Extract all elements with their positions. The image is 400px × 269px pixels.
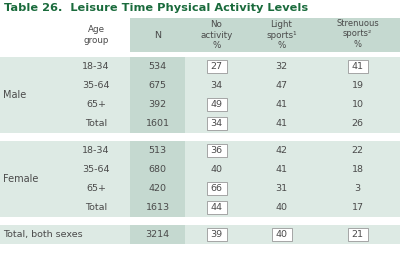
Bar [130, 141, 185, 217]
Text: N: N [154, 30, 161, 40]
Bar [0, 133, 400, 141]
Text: 66: 66 [210, 184, 222, 193]
Bar [315, 141, 400, 217]
Text: 34: 34 [210, 81, 222, 90]
Bar [206, 182, 226, 195]
Bar [0, 57, 130, 133]
Bar [185, 141, 248, 217]
Text: 1601: 1601 [146, 119, 170, 128]
Text: 49: 49 [210, 100, 222, 109]
Bar [206, 201, 226, 214]
Text: 36: 36 [210, 146, 222, 155]
Text: 10: 10 [352, 100, 364, 109]
Text: 513: 513 [148, 146, 166, 155]
Text: 35-64: 35-64 [82, 165, 110, 174]
Text: 31: 31 [276, 184, 288, 193]
Text: Male: Male [3, 90, 26, 100]
Text: Strenuous
sports²
%: Strenuous sports² % [336, 19, 379, 48]
Text: Age
group: Age group [83, 26, 109, 45]
Text: 42: 42 [276, 146, 288, 155]
Text: 65+: 65+ [86, 100, 106, 109]
Text: 1613: 1613 [146, 203, 170, 212]
Text: Light
sports¹
%: Light sports¹ % [266, 20, 297, 49]
Bar [0, 141, 130, 217]
Text: 26: 26 [352, 119, 364, 128]
Bar [185, 57, 248, 133]
Text: 18: 18 [352, 165, 364, 174]
Bar [130, 18, 400, 52]
Text: 675: 675 [148, 81, 166, 90]
Text: 40: 40 [210, 165, 222, 174]
Text: 18-34: 18-34 [82, 146, 110, 155]
Bar [0, 217, 400, 225]
Text: 27: 27 [210, 62, 222, 71]
Bar [272, 228, 292, 241]
Text: Total, both sexes: Total, both sexes [3, 230, 83, 239]
Text: No
activity
%: No activity % [200, 20, 233, 49]
Text: 65+: 65+ [86, 184, 106, 193]
Text: Total: Total [85, 119, 107, 128]
Bar [348, 228, 368, 241]
Text: 32: 32 [276, 62, 288, 71]
Text: 41: 41 [352, 62, 364, 71]
Bar [0, 225, 130, 244]
Text: 18-34: 18-34 [82, 62, 110, 71]
Text: 44: 44 [210, 203, 222, 212]
Text: 41: 41 [276, 165, 288, 174]
Bar [185, 225, 400, 244]
Text: 47: 47 [276, 81, 288, 90]
Text: 40: 40 [276, 230, 288, 239]
Text: 3: 3 [354, 184, 360, 193]
Bar [348, 60, 368, 73]
Text: 41: 41 [276, 119, 288, 128]
Text: 17: 17 [352, 203, 364, 212]
Text: 35-64: 35-64 [82, 81, 110, 90]
Bar [0, 18, 130, 52]
Bar [206, 144, 226, 157]
Text: 680: 680 [148, 165, 166, 174]
Text: 534: 534 [148, 62, 166, 71]
Text: 41: 41 [276, 100, 288, 109]
Text: Female: Female [3, 174, 38, 184]
Text: 22: 22 [352, 146, 364, 155]
Bar [248, 57, 315, 133]
Bar [130, 225, 185, 244]
Bar [206, 117, 226, 130]
Bar [206, 60, 226, 73]
Text: 40: 40 [276, 203, 288, 212]
Text: Table 26.  Leisure Time Physical Activity Levels: Table 26. Leisure Time Physical Activity… [4, 3, 308, 13]
Text: 19: 19 [352, 81, 364, 90]
Text: 420: 420 [148, 184, 166, 193]
Bar [315, 57, 400, 133]
Text: 39: 39 [210, 230, 222, 239]
Text: 392: 392 [148, 100, 166, 109]
Bar [0, 52, 400, 57]
Text: 3214: 3214 [146, 230, 170, 239]
Bar [206, 228, 226, 241]
Text: Total: Total [85, 203, 107, 212]
Text: 34: 34 [210, 119, 222, 128]
Bar [248, 141, 315, 217]
Bar [206, 98, 226, 111]
Text: 21: 21 [352, 230, 364, 239]
Bar [130, 57, 185, 133]
